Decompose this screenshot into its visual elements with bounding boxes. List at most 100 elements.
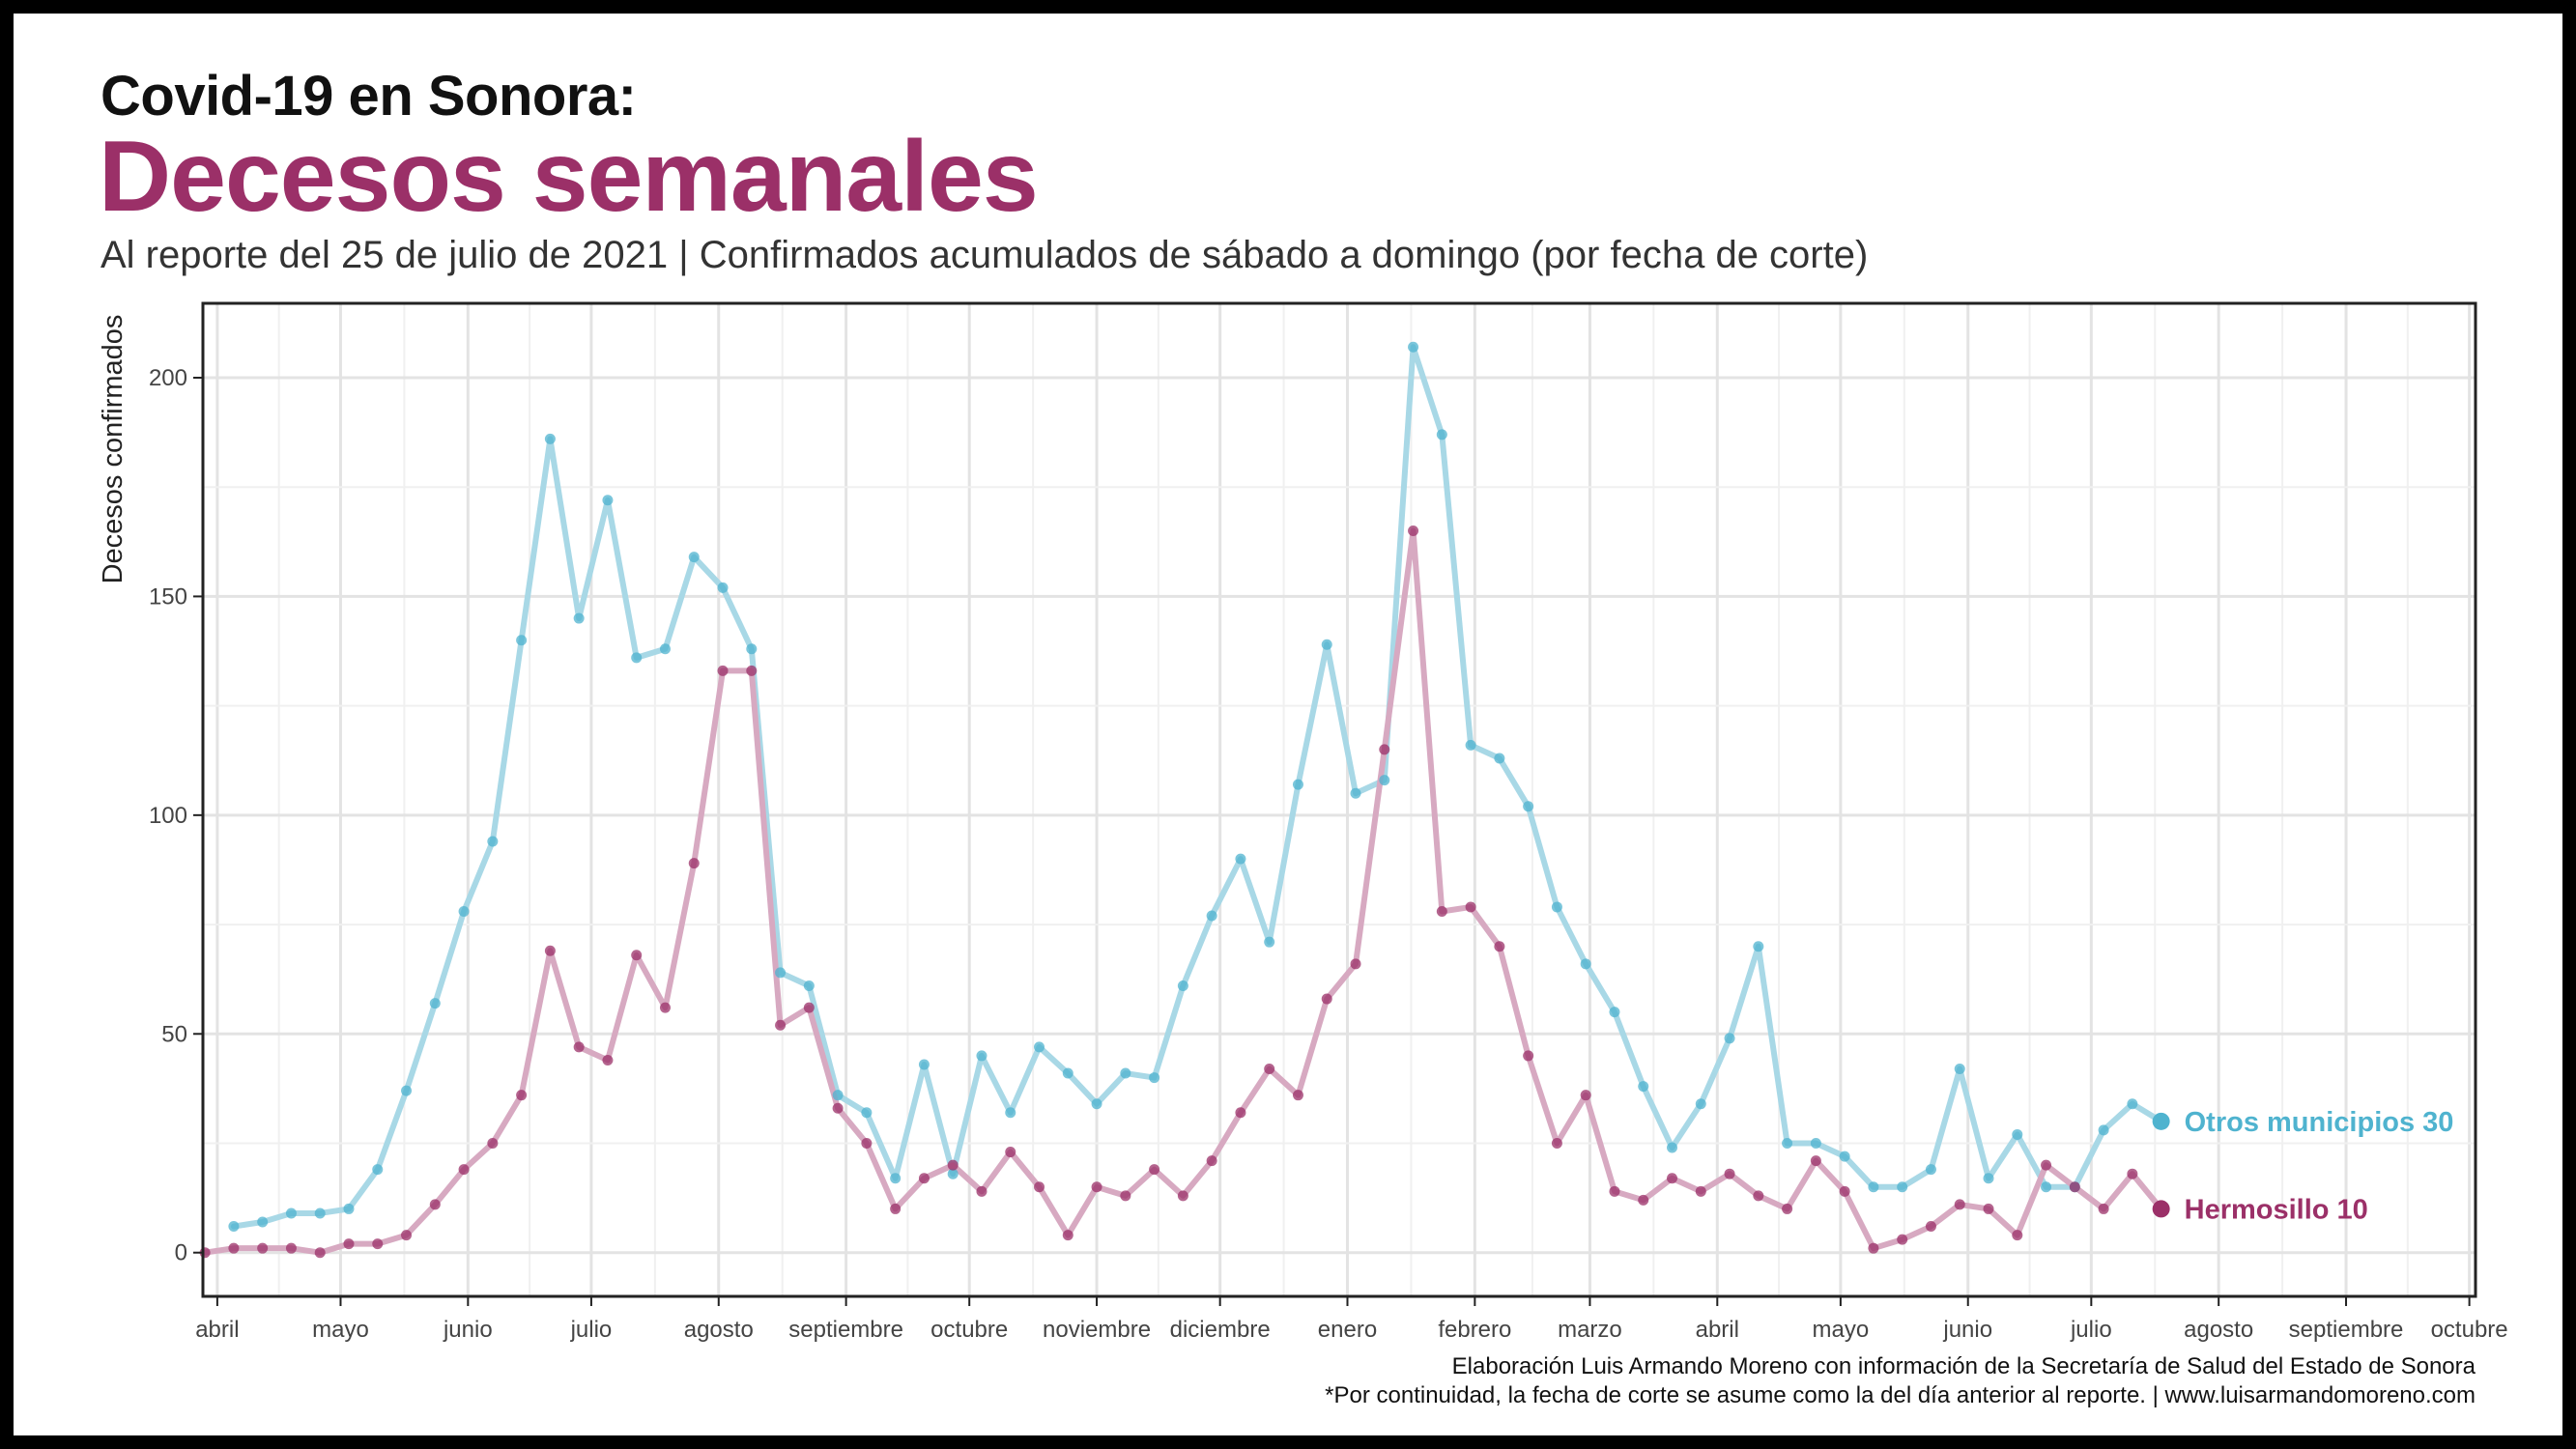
data-point <box>746 665 758 676</box>
data-point <box>1839 1151 1850 1162</box>
data-point <box>1523 801 1534 812</box>
x-tick-label: julio <box>2070 1317 2112 1343</box>
data-point <box>516 635 528 646</box>
data-point <box>2012 1230 2023 1241</box>
data-point <box>976 1185 987 1197</box>
data-point <box>314 1208 326 1219</box>
data-point <box>1321 993 1332 1005</box>
data-point <box>1810 1155 1821 1167</box>
data-point <box>1609 1007 1620 1018</box>
data-point <box>688 858 700 869</box>
data-point <box>1235 1107 1246 1119</box>
grid <box>203 303 2476 1296</box>
data-point <box>285 1242 297 1254</box>
data-point <box>1292 1090 1303 1101</box>
series-end-label: Otros municipios 30 <box>2185 1107 2454 1138</box>
x-tick-label: abril <box>195 1317 239 1343</box>
data-point <box>2041 1159 2052 1171</box>
x-axis-ticks: abril mayo junio julio agosto septiembre octub… <box>195 1296 2508 1343</box>
data-point <box>1034 1181 1045 1193</box>
x-tick-label: enero <box>1318 1317 1377 1343</box>
data-point <box>1321 639 1332 650</box>
data-point <box>659 1002 671 1013</box>
series-end-label: Hermosillo 10 <box>2185 1194 2368 1225</box>
data-point <box>257 1242 269 1254</box>
x-tick-label: octubre <box>930 1317 1008 1343</box>
data-point <box>1062 1067 1073 1079</box>
data-point <box>1638 1081 1649 1093</box>
data-point <box>1149 1164 1160 1176</box>
data-point <box>1810 1137 1821 1149</box>
x-tick-label: octubre <box>2431 1317 2508 1343</box>
data-point <box>717 582 729 593</box>
data-point <box>2041 1181 2052 1193</box>
chart-subtitle: Al reporte del 25 de julio de 2021 | Con… <box>100 234 1869 276</box>
data-point <box>516 1090 528 1101</box>
x-tick-label: mayo <box>1813 1317 1870 1343</box>
y-tick-label: 100 <box>149 803 187 829</box>
data-point <box>1350 958 1361 970</box>
y-axis-label: Decesos confirmados <box>98 315 129 584</box>
data-point <box>1523 1050 1534 1062</box>
x-tick-label: septiembre <box>788 1317 903 1343</box>
x-tick-label: marzo <box>1558 1317 1622 1343</box>
caption-source: Elaboración Luis Armando Moreno con info… <box>1451 1353 2476 1379</box>
data-point <box>1264 1064 1275 1075</box>
data-point <box>372 1238 384 1250</box>
x-tick-label: agosto <box>2184 1317 2253 1343</box>
data-point <box>1264 936 1275 948</box>
data-point <box>1551 1137 1562 1149</box>
data-point <box>458 1164 470 1176</box>
data-point <box>1925 1221 1936 1233</box>
data-point <box>257 1216 269 1228</box>
data-point <box>631 652 643 664</box>
data-point <box>602 495 614 506</box>
data-point <box>1350 787 1361 799</box>
data-point <box>1120 1067 1131 1079</box>
y-tick-label: 50 <box>161 1021 187 1047</box>
last-data-point <box>2152 1112 2170 1130</box>
data-point <box>2012 1128 2023 1140</box>
last-data-point <box>2152 1200 2170 1218</box>
data-point <box>458 905 470 917</box>
data-point <box>746 643 758 655</box>
data-point <box>1724 1168 1735 1179</box>
chart-highlight-title: Decesos semanales <box>99 121 1039 233</box>
data-point <box>890 1203 902 1214</box>
data-point <box>401 1085 413 1096</box>
data-point <box>1292 779 1303 790</box>
data-point <box>1408 525 1419 536</box>
data-point <box>1206 1155 1217 1167</box>
data-point <box>947 1159 959 1171</box>
data-point <box>1062 1230 1073 1241</box>
data-point <box>1667 1142 1678 1153</box>
x-tick-label: septiembre <box>2289 1317 2404 1343</box>
data-point <box>1897 1234 1908 1245</box>
data-point <box>1494 941 1505 952</box>
data-point <box>1551 901 1562 913</box>
data-point <box>372 1164 384 1176</box>
x-tick-label: junio <box>1942 1317 1992 1343</box>
data-point <box>1868 1242 1879 1254</box>
data-point <box>1983 1173 1994 1184</box>
caption-note: *Por continuidad, la fecha de corte se a… <box>1325 1382 2476 1408</box>
data-point <box>1695 1098 1706 1110</box>
data-point <box>1638 1194 1649 1206</box>
data-point <box>2127 1168 2138 1179</box>
data-point <box>1005 1147 1016 1158</box>
data-point <box>343 1238 355 1250</box>
data-point <box>1782 1137 1793 1149</box>
data-point <box>1005 1107 1016 1119</box>
data-point <box>1149 1072 1160 1084</box>
data-point <box>2098 1203 2109 1214</box>
data-point <box>1177 980 1188 991</box>
data-point <box>1379 744 1390 755</box>
data-point <box>573 612 585 624</box>
data-point <box>890 1173 902 1184</box>
data-point <box>688 552 700 563</box>
data-point <box>1465 739 1476 751</box>
data-point <box>1091 1098 1102 1110</box>
data-point <box>1609 1185 1620 1197</box>
x-tick-label: julio <box>570 1317 613 1343</box>
